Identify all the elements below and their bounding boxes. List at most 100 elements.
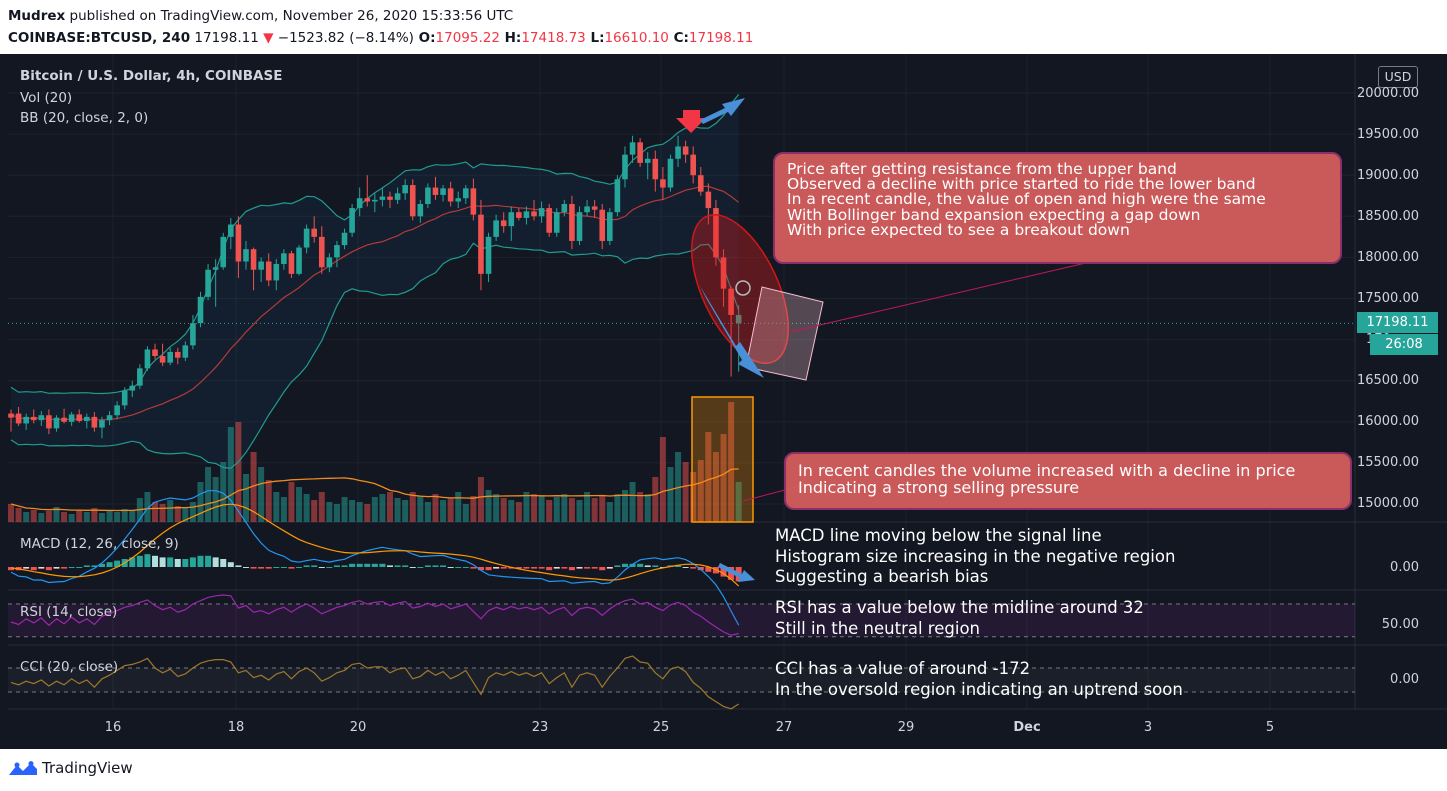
up-arrow-marker-icon [700, 98, 745, 124]
volume-bar [53, 507, 60, 522]
macd-histogram-bar [136, 555, 143, 567]
volume-bar [76, 510, 83, 522]
candle-body [485, 236, 492, 274]
macd-histogram-bar [614, 565, 621, 567]
macd-histogram-bar [273, 567, 280, 568]
candle-body [569, 203, 575, 241]
candle-body [235, 224, 242, 262]
volume-bar [212, 477, 219, 522]
macd-histogram-bar [515, 567, 522, 569]
candle-body [417, 203, 424, 217]
last-price-tag: 17198.11 [1357, 312, 1438, 333]
volume-bar [326, 502, 333, 522]
candle-body [561, 203, 568, 213]
volume-bar [705, 432, 712, 522]
macd-histogram-bar [568, 567, 575, 571]
drawings [676, 98, 1091, 582]
volume-ma-line [10, 468, 739, 512]
publisher-name[interactable]: Mudrex [8, 8, 66, 24]
volume-bar [91, 508, 98, 522]
down-arrow-icon: ▼ [263, 30, 274, 46]
candle-body [190, 323, 196, 346]
last-price: 17198.11 [190, 30, 264, 46]
legend-title[interactable]: Bitcoin / U.S. Dollar, 4h, COINBASE [20, 68, 283, 84]
macd-annotation[interactable]: MACD line moving below the signal line H… [775, 526, 1175, 588]
x-tick: 5 [1265, 720, 1275, 735]
macd-histogram-bar [462, 567, 469, 568]
volume-bar [493, 494, 500, 522]
candle-body [121, 390, 128, 406]
macd-histogram-bar [485, 567, 492, 571]
volume-bar [258, 467, 265, 522]
macd-histogram-bar [652, 565, 659, 567]
volume-bar [629, 482, 636, 522]
candle-body [15, 413, 22, 424]
volume-bar [477, 477, 484, 522]
volume-bar [606, 502, 613, 522]
candle-body [152, 349, 158, 357]
volume-bar [250, 452, 257, 522]
macd-histogram-bar [720, 567, 727, 577]
volume-bar [379, 494, 386, 522]
ohlc-line: COINBASE:BTCUSD, 240 17198.11 ▼ −1523.82… [8, 30, 753, 46]
macd-histogram-bar [280, 567, 287, 568]
legend-volume[interactable]: Vol (20) [20, 90, 73, 106]
candle-body [303, 228, 310, 248]
volume-bar [637, 492, 644, 522]
macd-histogram-bar [220, 559, 227, 567]
macd-histogram-bar [500, 567, 507, 569]
rsi-band [8, 604, 1355, 637]
macd-line [10, 490, 740, 626]
cci-annotation[interactable]: CCI has a value of around -172 In the ov… [775, 659, 1183, 700]
volume-annotation-note[interactable]: In recent candles the volume increased w… [784, 452, 1352, 510]
legend-cci[interactable]: CCI (20, close) [20, 659, 119, 675]
macd-histogram-bar [311, 565, 318, 567]
candle-body [546, 208, 552, 233]
candle-body [364, 198, 371, 202]
legend-bollinger[interactable]: BB (20, close, 2, 0) [20, 110, 149, 126]
tradingview-brand[interactable]: TradingView [42, 759, 133, 777]
candle-body [629, 142, 636, 155]
candle-body [379, 196, 386, 200]
volume-bar [462, 504, 469, 522]
candle-body [425, 187, 431, 204]
footer: TradingView [0, 749, 1447, 791]
macd-histogram-bar [364, 563, 371, 567]
macd-histogram-bar [606, 567, 613, 569]
macd-histogram-bar [91, 565, 98, 567]
currency-button[interactable]: USD [1378, 66, 1418, 88]
candle-body [720, 257, 727, 289]
candle-body [652, 158, 659, 180]
macd-histogram-bar [629, 563, 636, 567]
macd-histogram-bar [265, 567, 272, 569]
legend-rsi[interactable]: RSI (14, close) [20, 604, 118, 620]
macd-histogram-bar [349, 563, 356, 567]
candle-body [68, 414, 75, 422]
macd-histogram-bar [394, 565, 401, 567]
candle-body [91, 416, 98, 428]
volume-bar [652, 477, 659, 522]
close-label: C: [668, 30, 689, 46]
note-line: Price after getting resistance from the … [787, 160, 1177, 178]
chart-canvas[interactable] [0, 54, 1447, 749]
legend-macd[interactable]: MACD (12, 26, close, 9) [20, 536, 179, 552]
candle-body [106, 415, 113, 421]
candle-body [402, 185, 408, 194]
note-line: With price expected to see a breakout do… [787, 220, 1130, 239]
macd-histogram-bar [675, 565, 682, 567]
macd-histogram-bar [644, 565, 651, 567]
rsi-line [10, 594, 739, 636]
volume-bar [394, 498, 401, 522]
rsi-annotation[interactable]: RSI has a value below the midline around… [775, 598, 1144, 639]
chart-area[interactable]: Bitcoin / U.S. Dollar, 4h, COINBASE Vol … [0, 54, 1447, 749]
tradingview-logo-icon[interactable] [8, 761, 38, 777]
volume-bar [349, 500, 356, 522]
volume-bar [356, 502, 363, 522]
macd-histogram-bar [144, 554, 151, 567]
volume-bar [174, 506, 181, 522]
bollinger-band-fill [11, 94, 739, 469]
candle-body [212, 267, 219, 270]
down-arrow-marker-icon [700, 286, 764, 378]
price-annotation-note[interactable]: Price after getting resistance from the … [773, 152, 1342, 264]
candle-body [61, 417, 67, 422]
